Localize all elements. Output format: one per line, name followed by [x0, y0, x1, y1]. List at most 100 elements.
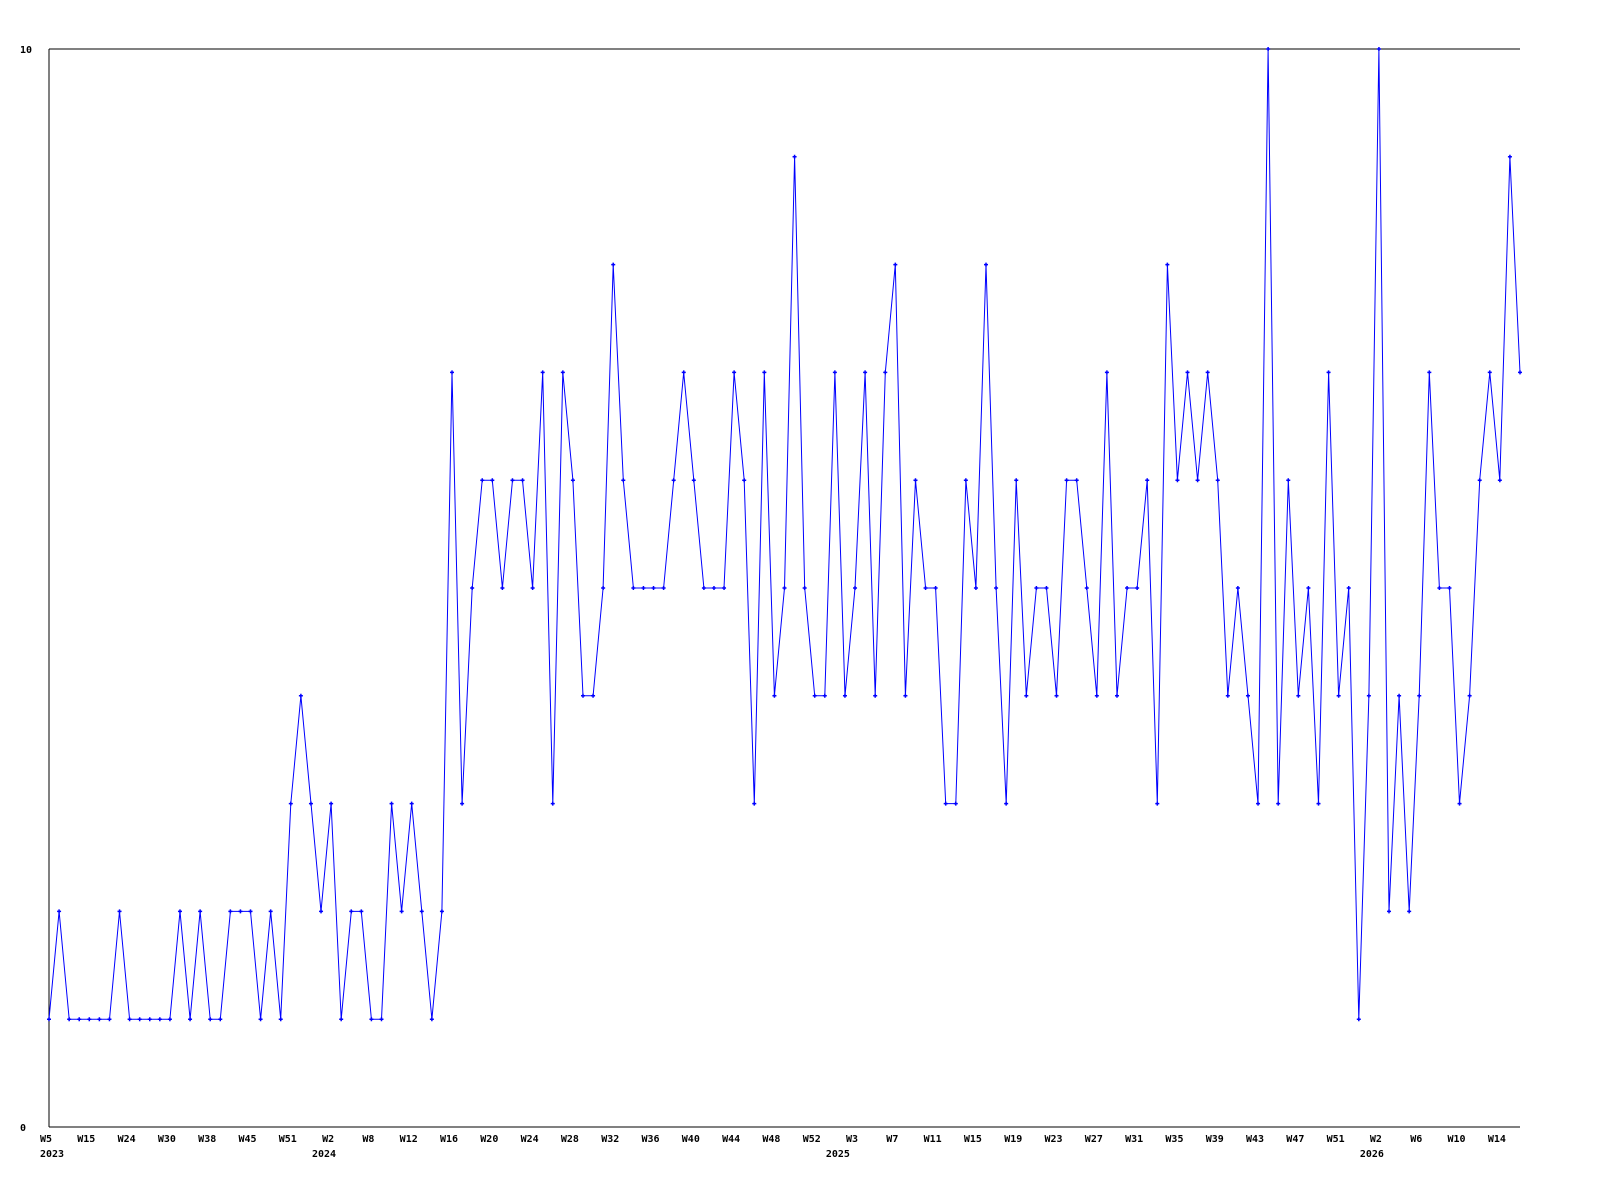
data-point	[1014, 478, 1019, 483]
data-point	[842, 693, 847, 698]
data-point	[651, 586, 656, 590]
data-point	[349, 909, 354, 914]
data-point	[419, 909, 424, 914]
data-point	[984, 262, 989, 267]
x-tick-label: W43	[1246, 1134, 1264, 1145]
data-point	[188, 1017, 193, 1022]
data-point	[1437, 586, 1442, 590]
x-tick-label: W31	[1125, 1134, 1143, 1145]
data-point	[711, 586, 716, 590]
data-point	[258, 1017, 263, 1022]
data-point	[1467, 693, 1472, 698]
data-point	[510, 478, 515, 483]
data-point	[1518, 370, 1522, 375]
data-point	[913, 478, 918, 483]
data-point	[439, 909, 444, 914]
x-tick-label: W47	[1286, 1134, 1304, 1145]
year-label: 2024	[312, 1149, 336, 1160]
data-point	[782, 586, 787, 590]
data-point	[409, 801, 414, 806]
series-line	[47, 47, 1522, 1022]
data-point	[1094, 693, 1099, 698]
data-point	[1024, 693, 1029, 698]
x-tick-label: W28	[561, 1134, 579, 1145]
data-point	[1195, 478, 1200, 483]
data-point	[550, 801, 555, 806]
data-point	[1306, 586, 1311, 590]
data-point	[127, 1017, 132, 1022]
data-point	[319, 909, 324, 914]
year-label: 2025	[826, 1149, 850, 1160]
data-point	[359, 909, 364, 914]
data-point	[1245, 693, 1250, 698]
data-point	[1205, 370, 1210, 375]
data-point	[500, 586, 505, 590]
data-point	[873, 693, 878, 698]
data-point	[994, 586, 999, 590]
data-point	[1225, 693, 1230, 698]
data-point	[208, 1017, 213, 1022]
data-point	[1155, 801, 1160, 806]
data-point	[1457, 801, 1462, 806]
year-label: 2026	[1360, 1149, 1384, 1160]
data-point	[863, 370, 868, 375]
data-point	[762, 370, 767, 375]
data-point	[157, 1017, 162, 1022]
data-point	[742, 478, 747, 483]
data-point	[379, 1017, 384, 1022]
data-point	[369, 1017, 374, 1022]
data-point	[278, 1017, 283, 1022]
data-point	[883, 370, 888, 375]
x-tick-label: W15	[77, 1134, 95, 1145]
data-point	[1276, 801, 1281, 806]
data-point	[1175, 478, 1180, 483]
data-point	[1316, 801, 1321, 806]
data-point	[560, 370, 565, 375]
data-point	[198, 909, 203, 914]
data-point	[1054, 693, 1059, 698]
x-tick-label: W39	[1206, 1134, 1224, 1145]
data-point	[429, 1017, 434, 1022]
data-point	[611, 262, 616, 267]
data-point	[1497, 478, 1502, 483]
data-point	[923, 586, 928, 590]
data-point	[1387, 909, 1392, 914]
data-point	[1135, 586, 1140, 590]
data-point	[1104, 370, 1109, 375]
data-point	[107, 1017, 112, 1022]
data-point	[1044, 586, 1049, 590]
x-tick-label: W6	[1410, 1134, 1422, 1145]
data-point	[752, 801, 757, 806]
data-point	[1064, 478, 1069, 483]
data-point	[1125, 586, 1130, 590]
x-tick-label: W30	[158, 1134, 176, 1145]
data-point	[853, 586, 858, 590]
data-point	[631, 586, 636, 590]
x-tick-label: W32	[601, 1134, 619, 1145]
y-tick-label: 0	[20, 1123, 26, 1134]
data-point	[1114, 693, 1119, 698]
axis-labels: 10 0 W5 W15 W24 W30 W38 W45 W51 W2 W8 W12 W16 W20 W24 W…	[20, 45, 1506, 1160]
data-point	[591, 693, 596, 698]
data-point	[470, 586, 475, 590]
data-point	[460, 801, 465, 806]
data-point	[691, 478, 696, 483]
data-point	[792, 154, 797, 159]
data-point	[641, 586, 646, 590]
data-point	[772, 693, 777, 698]
x-tick-label: W27	[1085, 1134, 1103, 1145]
x-tick-label: W7	[886, 1134, 898, 1145]
data-point	[570, 478, 575, 483]
data-point	[298, 693, 303, 698]
data-point	[450, 370, 455, 375]
data-point	[87, 1017, 92, 1022]
data-point	[1296, 693, 1301, 698]
axes	[48, 48, 1520, 1128]
data-point	[1366, 693, 1371, 698]
data-point	[812, 693, 817, 698]
data-point	[480, 478, 485, 483]
data-point	[933, 586, 938, 590]
data-point	[943, 801, 948, 806]
data-point	[1336, 693, 1341, 698]
